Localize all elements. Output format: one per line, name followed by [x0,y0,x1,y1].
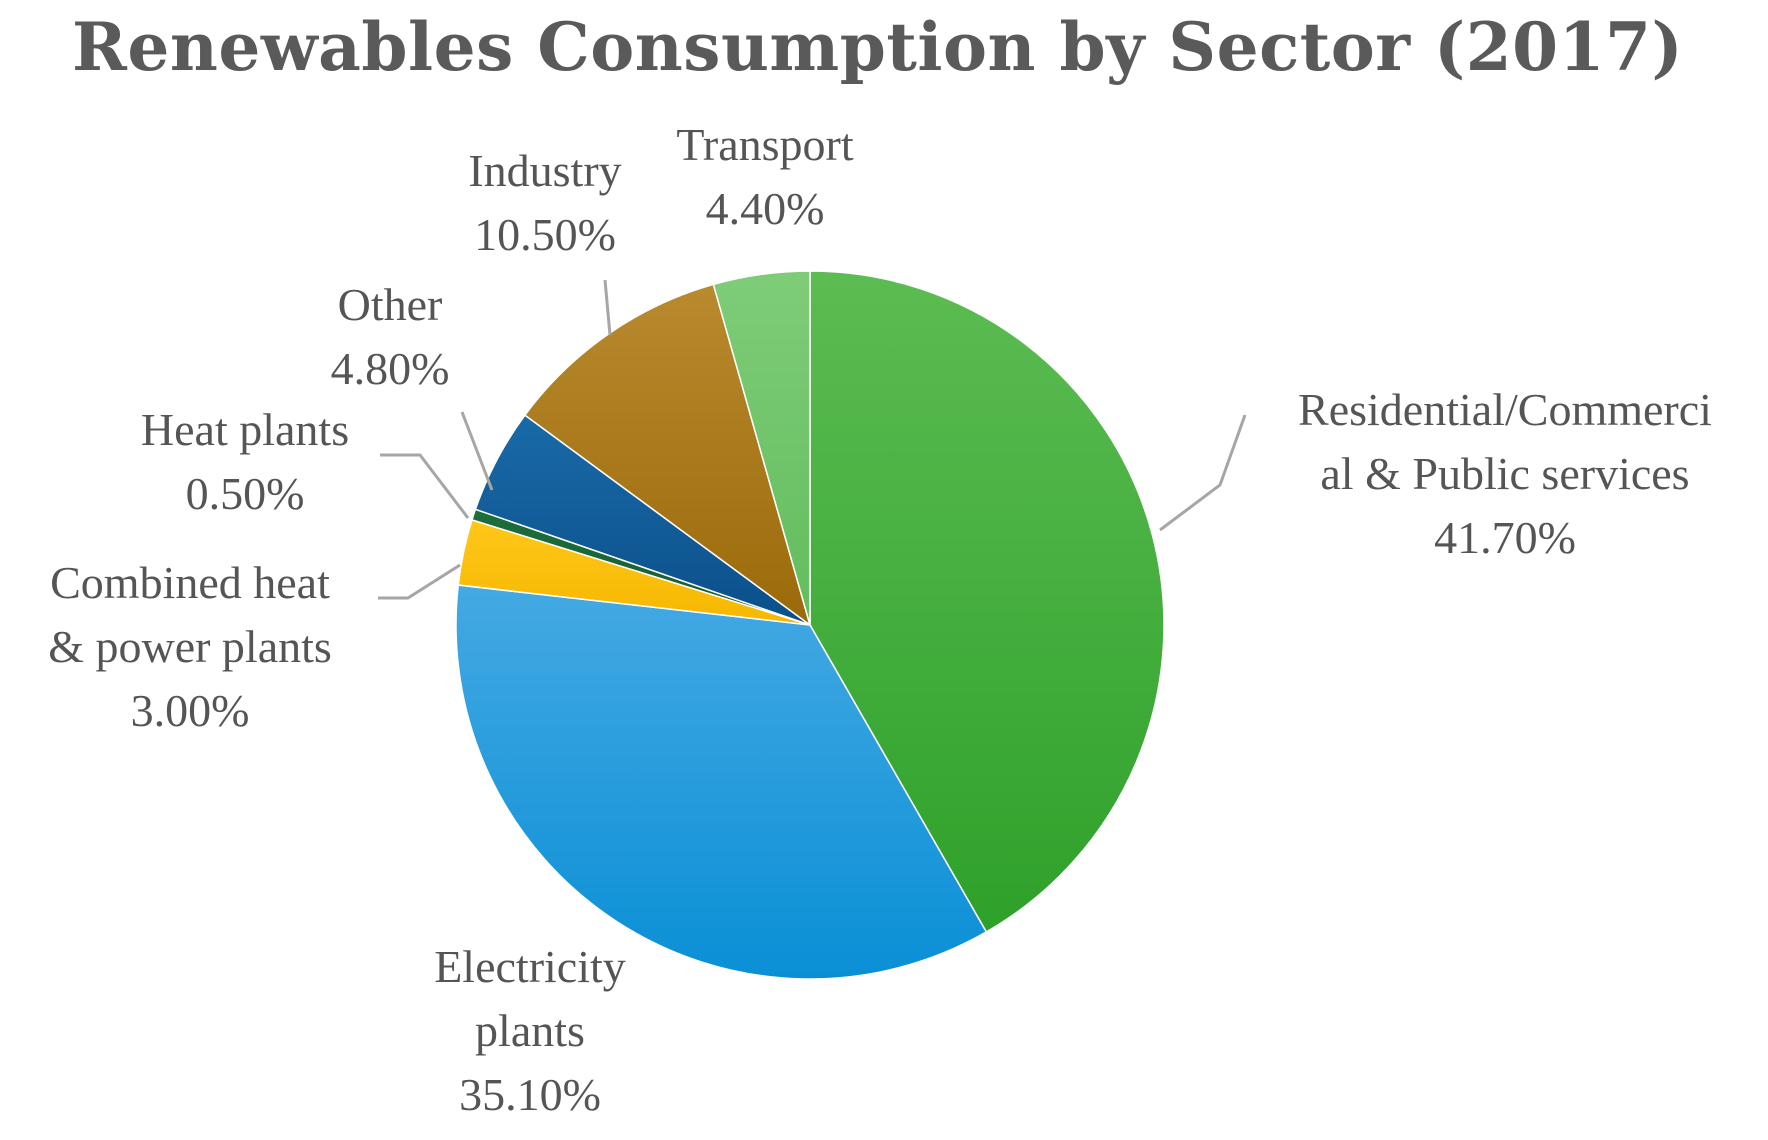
leader-line [603,279,612,336]
data-label-value: 3.00% [131,685,250,736]
leader-line [1159,414,1247,532]
pie-slice-transport [712,270,811,626]
pie-slice-industry [523,283,812,627]
data-label-name: & power plants [48,621,332,672]
data-label-name: al & Public services [1320,448,1689,499]
chart-title: Renewables Consumption by Sector (2017) [72,8,1684,86]
data-label-value: 41.70% [1434,512,1576,563]
data-label: Electricity plants 35.10% [434,941,626,1120]
data-label-name: Transport [676,119,853,170]
pie-slice-electricity-plants [455,584,988,980]
data-label-name: Other [338,279,443,330]
data-label: Transport 4.40% [676,119,853,234]
leader-lines [378,279,1247,600]
leader-line [378,563,461,600]
leader-line [460,411,494,491]
data-label-value: 10.50% [474,209,616,260]
data-label-name: Combined heat [50,557,330,608]
data-label-name: Industry [468,145,621,196]
data-label-name: Heat plants [141,404,349,455]
data-label: Combined heat & power plants 3.00% [48,557,332,736]
data-label: Residential/Commerci al & Public services… [1298,384,1712,563]
data-label: Industry 10.50% [468,145,621,260]
slice-labels: Residential/Commerci al & Public services… [48,119,1712,1120]
pie-slice-residential-commercial-public-services [809,270,1165,933]
data-label-name: Residential/Commerci [1298,384,1712,435]
leader-line [380,453,470,519]
data-label-value: 4.40% [706,183,825,234]
data-label: Heat plants 0.50% [141,404,349,519]
data-label-name: Electricity [434,941,626,992]
data-label-value: 0.50% [186,468,305,519]
data-label-name: plants [475,1005,585,1056]
data-label: Other 4.80% [331,279,450,394]
pie-slices [455,270,1165,980]
data-label-value: 4.80% [331,343,450,394]
data-label-value: 35.10% [459,1069,601,1120]
